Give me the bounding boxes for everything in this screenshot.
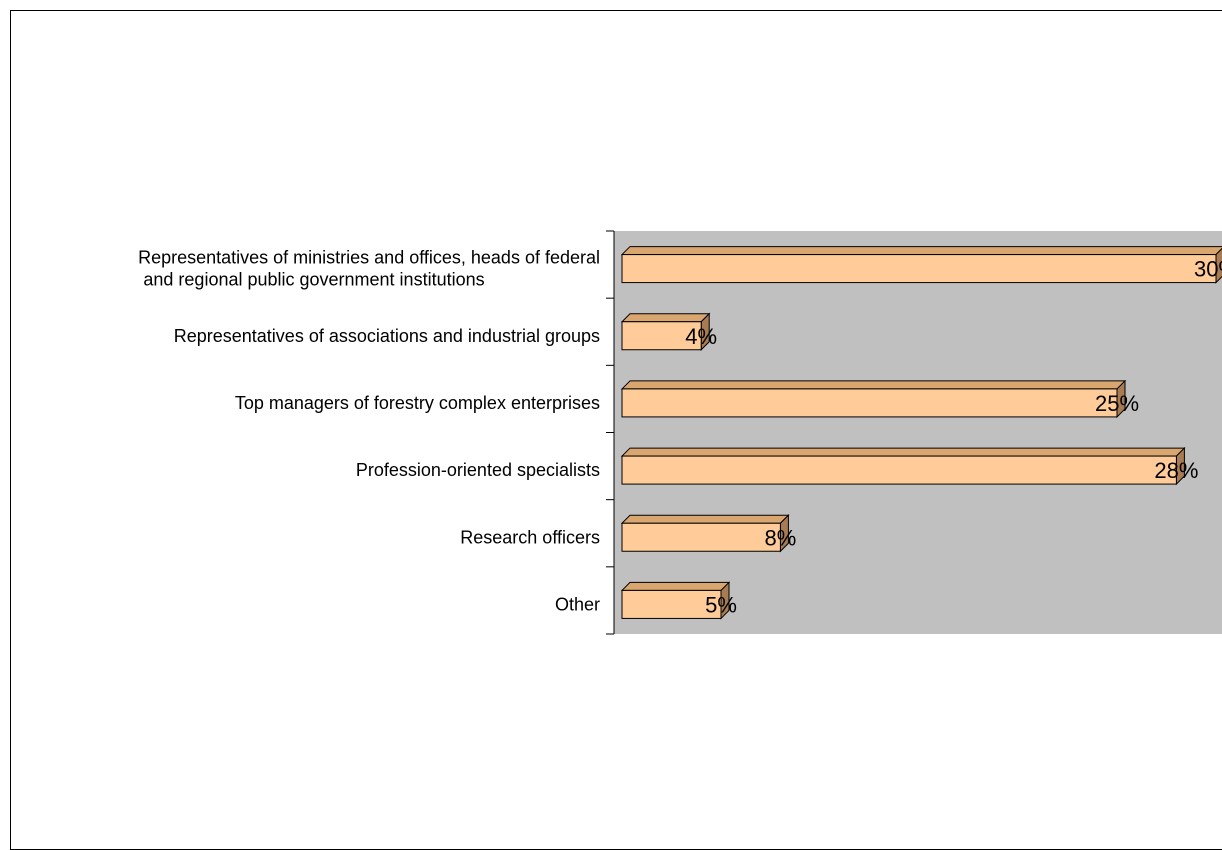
category-label: Representatives of associations and indu…	[174, 326, 600, 346]
bar-top-face	[620, 380, 1127, 390]
bar-2	[620, 379, 1127, 419]
bar-front-face	[621, 522, 781, 552]
bar-top-face	[620, 581, 731, 591]
bar-top-face	[620, 514, 790, 524]
category-label: Research officers	[460, 527, 600, 547]
data-label: 4%	[685, 324, 717, 349]
bar-0	[620, 246, 1222, 284]
bar-1	[620, 312, 711, 351]
labels-group: 30% Representatives of ministries and off…	[138, 248, 1222, 618]
bar-4	[620, 514, 790, 553]
category-label: Profession-oriented specialists	[356, 460, 600, 480]
data-label: 25%	[1095, 391, 1139, 416]
bar-chart: 30% Representatives of ministries and off…	[138, 230, 1222, 635]
data-label: 30%	[1194, 257, 1222, 282]
category-label: Representatives of ministries and office…	[138, 248, 600, 268]
bar-top-face	[620, 246, 1222, 256]
category-label: Other	[555, 594, 600, 614]
bar-front-face	[621, 589, 722, 619]
data-label: 28%	[1154, 458, 1198, 483]
bar-5	[620, 581, 731, 620]
bar-3	[620, 446, 1186, 486]
bar-top-face	[620, 447, 1186, 457]
plot-area-group	[614, 231, 1222, 634]
plot-area	[614, 231, 1222, 634]
bar-front-face	[621, 321, 702, 351]
data-label: 8%	[765, 525, 797, 550]
bar-front-face	[621, 254, 1217, 284]
category-axis-group	[606, 230, 615, 635]
bar-top-face	[620, 313, 711, 323]
bar-front-face	[621, 455, 1177, 485]
bar-front-face	[621, 388, 1118, 418]
bars-group	[620, 246, 1222, 620]
category-label: Top managers of forestry complex enterpr…	[235, 393, 600, 413]
data-label: 5%	[705, 592, 737, 617]
category-label: and regional public government instituti…	[143, 270, 484, 290]
